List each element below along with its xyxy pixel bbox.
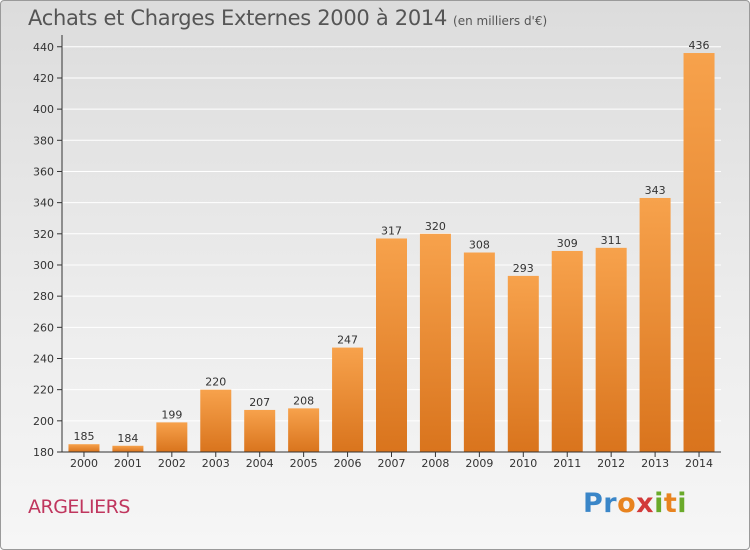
y-tick-label: 360 <box>33 165 54 178</box>
bars <box>68 53 715 452</box>
y-tick-label: 420 <box>33 72 54 85</box>
data-label: 220 <box>205 376 226 389</box>
x-tick-label: 2011 <box>553 457 581 470</box>
bar <box>639 197 671 452</box>
data-label: 247 <box>337 334 358 347</box>
bar <box>376 238 407 452</box>
y-tick-label: 340 <box>33 197 54 210</box>
data-label: 311 <box>601 234 622 247</box>
y-tick-label: 440 <box>33 41 54 54</box>
y-tick-label: 200 <box>33 415 54 428</box>
chart-unit: (en milliers d'€) <box>453 14 548 28</box>
axes <box>57 35 721 457</box>
data-label: 320 <box>425 220 446 233</box>
x-tick-label: 2009 <box>465 457 493 470</box>
x-tick-label: 2008 <box>421 457 449 470</box>
data-label: 309 <box>557 237 578 250</box>
data-label: 436 <box>689 39 710 52</box>
bar <box>112 445 144 452</box>
x-tick-label: 2003 <box>202 457 230 470</box>
data-label: 185 <box>73 430 94 443</box>
y-tick-label: 380 <box>33 134 54 147</box>
x-tick-label: 2005 <box>290 457 318 470</box>
bar <box>200 389 232 452</box>
proxiti-logo[interactable]: Proxiti <box>583 488 688 519</box>
x-tick-label: 2000 <box>70 457 98 470</box>
place-name: ARGELIERS <box>28 496 130 518</box>
data-label: 208 <box>293 394 314 407</box>
bar <box>332 347 364 452</box>
data-label: 184 <box>117 432 138 445</box>
bar <box>551 250 583 452</box>
y-tick-label: 180 <box>33 446 54 459</box>
bar <box>68 444 100 452</box>
y-tick-label: 320 <box>33 228 54 241</box>
y-tick-label: 260 <box>33 321 54 334</box>
x-tick-label: 2006 <box>334 457 362 470</box>
bar <box>156 422 188 452</box>
bar <box>288 408 320 452</box>
data-label: 199 <box>161 408 182 421</box>
chart-title: Achats et Charges Externes 2000 à 2014 (e… <box>28 6 547 30</box>
x-tick-label: 2012 <box>597 457 625 470</box>
bar <box>507 275 539 452</box>
bar <box>595 247 627 452</box>
bar <box>683 53 715 452</box>
x-tick-label: 2007 <box>378 457 406 470</box>
chart-title-text: Achats et Charges Externes 2000 à 2014 <box>28 6 448 30</box>
data-label: 308 <box>469 239 490 252</box>
bar <box>244 409 276 452</box>
y-tick-label: 220 <box>33 384 54 397</box>
bar <box>419 233 451 452</box>
data-label: 293 <box>513 262 534 275</box>
data-label: 317 <box>381 224 402 237</box>
x-tick-label: 2002 <box>158 457 186 470</box>
x-tick-label: 2001 <box>114 457 142 470</box>
bar <box>463 252 495 452</box>
data-label: 207 <box>249 396 270 409</box>
y-tick-label: 400 <box>33 103 54 116</box>
y-tick-label: 280 <box>33 290 54 303</box>
x-tick-label: 2014 <box>685 457 713 470</box>
x-tick-label: 2010 <box>509 457 537 470</box>
y-tick-label: 300 <box>33 259 54 272</box>
data-label: 343 <box>645 184 666 197</box>
y-tick-label: 240 <box>33 352 54 365</box>
x-tick-label: 2004 <box>246 457 274 470</box>
x-tick-label: 2013 <box>641 457 669 470</box>
labels: 180 200 220 240 260 280 300 320 340 360 380 400 420 4… <box>33 39 713 470</box>
